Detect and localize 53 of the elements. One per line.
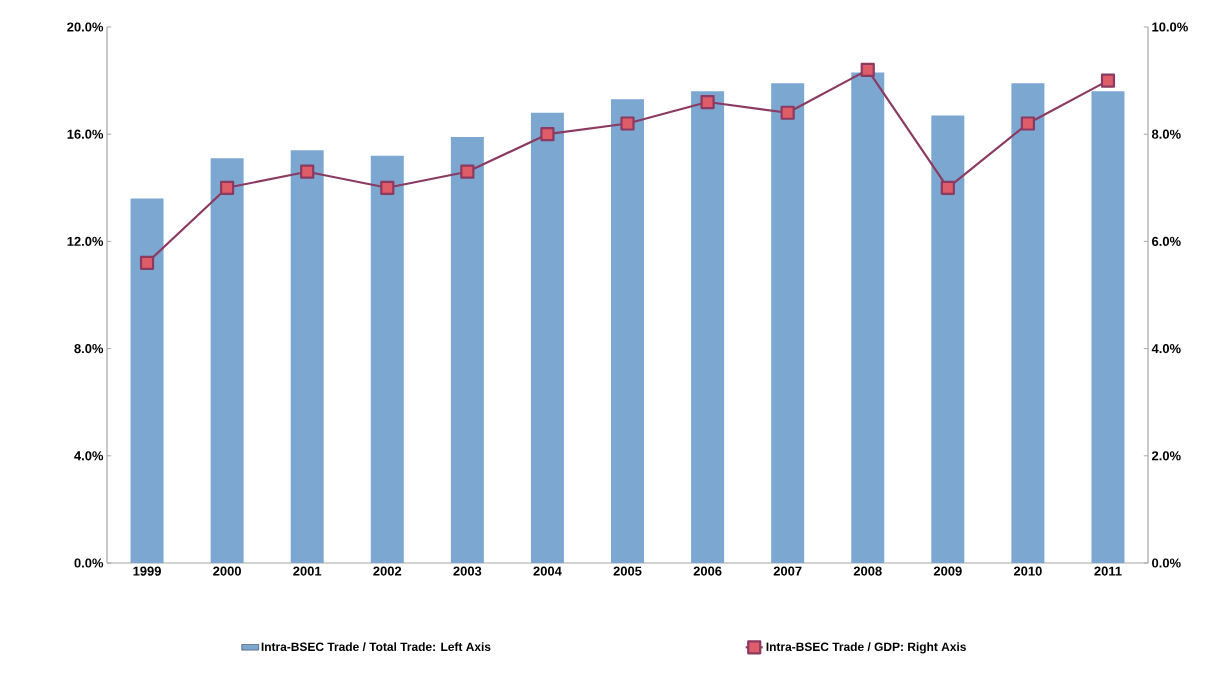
point	[860, 62, 875, 77]
legend-label: Intra-BSEC Trade / GDP: Right Axis	[766, 642, 966, 654]
y-tick-label: 8.0%	[74, 344, 104, 354]
y-tick-label: 16.0%	[67, 129, 104, 139]
bar	[771, 83, 805, 563]
point	[1100, 73, 1116, 88]
bar	[851, 72, 885, 563]
legend-label: Intra-BSEC Trade / Total Trade: Left Axis	[261, 642, 491, 652]
y-tick-label: 12.0%	[67, 236, 104, 246]
y-tick-label: 0.0%	[74, 558, 104, 568]
bar	[450, 136, 484, 563]
point	[700, 94, 715, 110]
y2-tick-label: 8.0%	[1151, 129, 1181, 139]
x-tick-label: 2003	[453, 566, 482, 576]
bar	[1011, 83, 1045, 563]
bar	[130, 198, 164, 563]
point	[940, 180, 955, 195]
y2-tick-label: 0.0%	[1152, 558, 1181, 568]
x-tick-label: 2011	[1094, 566, 1122, 576]
point	[220, 180, 235, 195]
y2-tick-label: 10.0%	[1152, 22, 1188, 32]
bar	[210, 158, 244, 563]
x-tick-label: 2006	[693, 566, 722, 576]
y-tick-label: 4.0%	[74, 451, 104, 461]
point	[300, 164, 315, 179]
bar	[530, 112, 564, 563]
bar	[1091, 91, 1125, 563]
point	[540, 127, 555, 142]
x-tick-label: 2007	[773, 566, 802, 576]
x-tick-label: 2002	[373, 566, 402, 576]
x-tick-label: 2000	[213, 566, 241, 576]
y2-tick-label: 6.0%	[1152, 236, 1181, 246]
x-tick-label: 2009	[933, 566, 962, 576]
point	[620, 116, 635, 131]
x-tick-label: 2005	[613, 566, 642, 576]
x-tick-label: 2001	[293, 566, 322, 576]
y2-tick-label: 4.0%	[1151, 344, 1181, 354]
y2-tick-label: 2.0%	[1151, 451, 1181, 461]
bar	[290, 150, 324, 563]
x-tick-label: 2004	[533, 566, 562, 576]
bar	[931, 115, 965, 563]
bar	[611, 99, 645, 563]
point	[139, 255, 155, 270]
point	[780, 105, 795, 120]
bar	[691, 91, 725, 563]
point	[380, 180, 395, 195]
x-tick-label: 1999	[133, 566, 161, 576]
x-tick-label: 2010	[1013, 566, 1042, 576]
y-tick-label: 20.0%	[67, 22, 104, 32]
x-tick-label: 2008	[853, 566, 882, 576]
bar	[370, 155, 404, 563]
point	[460, 164, 475, 179]
point	[1020, 116, 1035, 131]
